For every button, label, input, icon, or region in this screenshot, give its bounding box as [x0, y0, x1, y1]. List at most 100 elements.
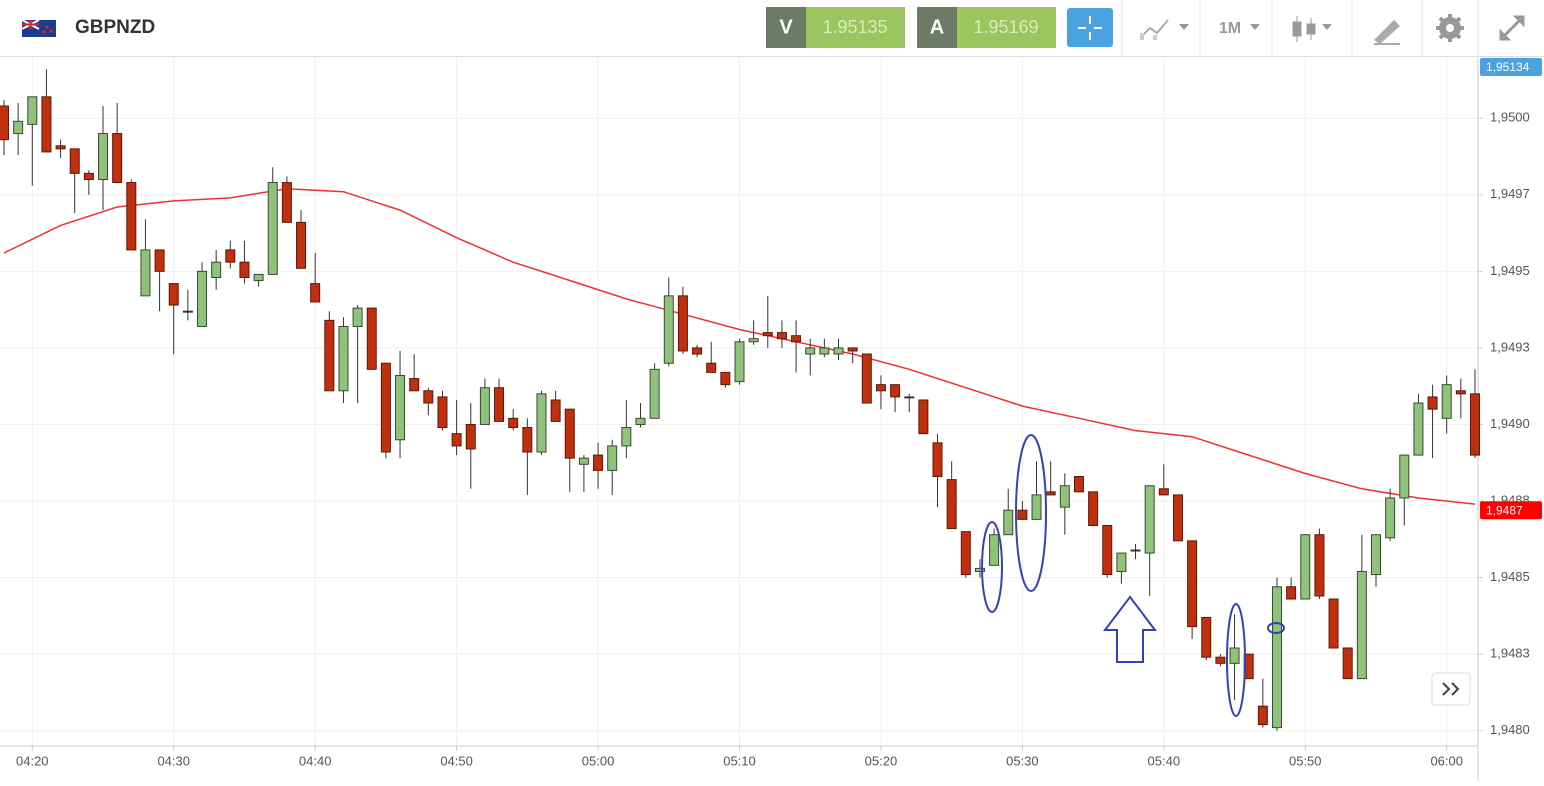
chart-type-button[interactable]	[1139, 19, 1189, 40]
candle-body	[239, 261, 250, 278]
candle-body	[904, 396, 915, 399]
timeframe[interactable]: 1M	[1219, 20, 1241, 37]
candle-body	[168, 283, 179, 306]
candle-body	[310, 283, 321, 303]
y-tick-label: 1,9500	[1490, 110, 1530, 125]
candle-body	[1088, 491, 1099, 527]
candle-body	[621, 427, 632, 447]
candle-body	[536, 393, 547, 453]
candle-body	[748, 338, 759, 343]
price-badge	[1480, 58, 1542, 76]
candle-body	[1059, 485, 1070, 508]
y-tick-label: 1,9497	[1490, 186, 1530, 201]
candle-body	[69, 148, 80, 174]
candle-body	[1116, 552, 1127, 572]
candle-body	[1356, 570, 1367, 680]
plot-area: 1,95001,94971,94951,94931,94901,94881,94…	[0, 57, 1530, 781]
candle-body	[607, 445, 618, 471]
y-tick-label: 1,9490	[1490, 416, 1530, 431]
ask-price: 1.95169	[973, 17, 1038, 37]
candle-body	[890, 384, 901, 398]
candle-body	[409, 378, 420, 392]
scroll-button[interactable]	[1431, 672, 1471, 706]
x-tick-label: 05:40	[1148, 753, 1181, 768]
candle-body	[564, 408, 575, 459]
annotation-ellipse	[981, 521, 1003, 613]
candle-body	[98, 133, 109, 180]
candle-body	[1017, 509, 1028, 520]
candle-body	[1271, 586, 1282, 729]
y-tick-label: 1,9495	[1490, 263, 1530, 278]
candle-body	[1399, 454, 1410, 499]
candle-body	[522, 427, 533, 453]
candle-body	[677, 295, 688, 352]
bid-label-box[interactable]	[766, 7, 806, 48]
candle-body	[0, 105, 9, 141]
fullscreen-button[interactable]	[1499, 15, 1525, 41]
price-badge-label: 1,95134	[1486, 60, 1530, 74]
candle-body	[1201, 616, 1212, 658]
toolbar: GBPNZD V 1.95135 A 1.95169 1M	[0, 0, 1544, 57]
candle-body	[805, 347, 816, 355]
candle-body	[578, 457, 589, 465]
flag-icon	[21, 19, 56, 37]
candle-style-button[interactable]	[1292, 16, 1332, 42]
ask-label-box[interactable]	[917, 7, 957, 48]
x-tick-label: 04:20	[16, 753, 49, 768]
candle-body	[875, 384, 886, 392]
candle-body	[706, 362, 717, 373]
candle-body	[762, 332, 773, 337]
draw-button[interactable]	[1374, 20, 1400, 45]
settings-button[interactable]	[1436, 14, 1464, 42]
candle-body	[776, 332, 787, 340]
candle-body	[338, 325, 349, 392]
annotation-arrow	[1102, 595, 1158, 663]
candle-body	[211, 261, 222, 278]
y-tick-label: 1,9485	[1490, 569, 1530, 584]
candle-body	[847, 347, 858, 352]
bid-label: V	[779, 16, 793, 38]
candle-body	[479, 387, 490, 425]
candle-body	[508, 417, 519, 429]
y-tick-label: 1,9480	[1490, 722, 1530, 737]
candle-body	[1187, 540, 1198, 628]
candle-body	[861, 353, 872, 404]
crosshair-button[interactable]	[1067, 8, 1113, 47]
x-tick-label: 05:10	[723, 753, 756, 768]
toolbar-separators	[1121, 0, 1479, 56]
candle-body	[692, 347, 703, 355]
candle-body	[791, 335, 802, 343]
candle-body	[281, 182, 292, 223]
annotation-ellipse	[1226, 603, 1246, 717]
candle-body	[1370, 534, 1381, 576]
candle-body	[154, 249, 165, 272]
candle-body	[734, 341, 745, 383]
candle-body	[465, 423, 476, 450]
x-tick-label: 05:30	[1006, 753, 1039, 768]
candle-body	[437, 396, 448, 429]
candle-body	[1314, 534, 1325, 597]
candle-body	[1328, 598, 1339, 649]
candle-body	[182, 310, 193, 313]
ask-box[interactable]	[957, 7, 1056, 48]
candle-body	[1470, 393, 1480, 456]
candle-body	[663, 295, 674, 364]
y-tick-label: 1,9493	[1490, 339, 1530, 354]
candle-body	[253, 273, 264, 282]
candle-body	[1300, 534, 1311, 600]
candle-body	[395, 374, 406, 441]
candle-body	[126, 182, 137, 251]
candle-body	[1003, 509, 1014, 536]
candle-body	[41, 96, 52, 153]
y-tick-label: 1,9483	[1490, 646, 1530, 661]
candle-body	[380, 362, 391, 453]
moving-average	[3, 187, 1476, 505]
price-badge	[1480, 501, 1542, 520]
candle-body	[352, 307, 363, 327]
candle-body	[197, 270, 208, 327]
candle-body	[946, 479, 957, 530]
bid-box[interactable]	[806, 7, 905, 48]
candle-body	[366, 307, 377, 370]
candle-body	[267, 182, 278, 275]
